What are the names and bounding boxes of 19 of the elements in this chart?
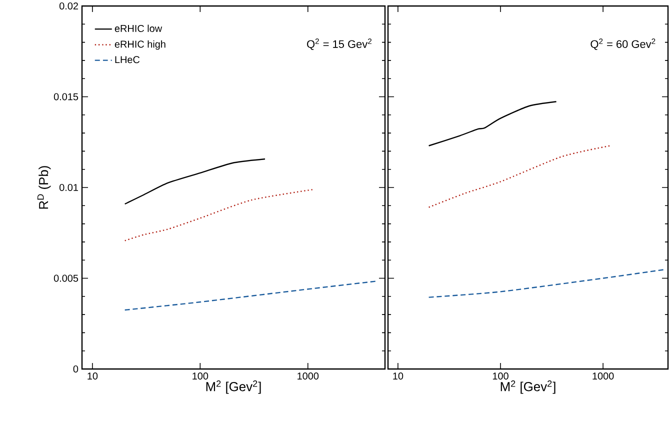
y-tick-label: 0.01 (59, 184, 78, 192)
annotation: Q$^{2}$ = 15 Gev$^{2}$ (307, 38, 372, 50)
y-axis-title: R$^{D}$ (Pb) (37, 166, 51, 209)
x-tick-label: 100 (492, 372, 508, 380)
x-tick-label: 100 (192, 372, 208, 380)
y-tick-label: 0.015 (54, 93, 78, 100)
legend-label: LHeC (115, 56, 140, 64)
x-tick-label: 10 (393, 372, 404, 380)
x-tick-label: 1000 (298, 372, 319, 380)
y-tick-label: 0.005 (54, 274, 78, 282)
y-tick-label: 0 (73, 365, 78, 373)
x-tick-label: 1000 (592, 372, 614, 380)
x-axis-title: M$^{2}$ [Gev$^{2}$] (206, 380, 261, 394)
x-tick-label: 10 (88, 372, 98, 380)
annotation: Q$^{2}$ = 60 Gev$^{2}$ (590, 38, 656, 50)
y-tick-label: 0.02 (59, 2, 78, 10)
legend-label: eRHIC high (114, 40, 166, 50)
x-axis-title: M$^{2}$ [Gev$^{2}$] (500, 380, 556, 394)
legend-label: eRHIC low (114, 24, 162, 32)
